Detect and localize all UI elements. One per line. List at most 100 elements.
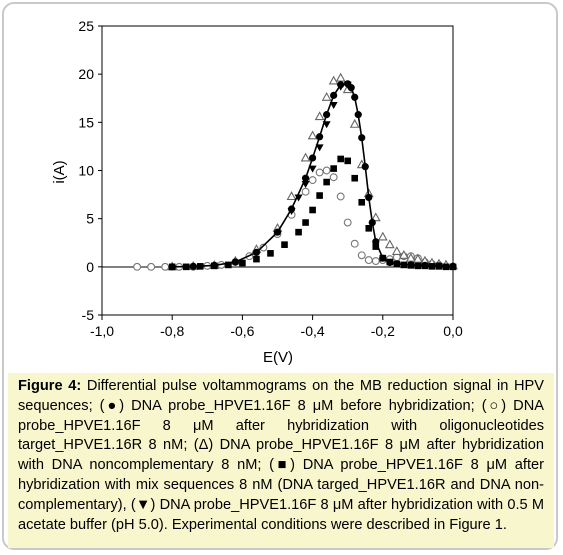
x-tick-label: -0,2 xyxy=(371,323,395,339)
data-point xyxy=(301,187,310,196)
x-axis-title: E(V) xyxy=(263,349,293,366)
data-point xyxy=(405,252,416,262)
y-tick-label: 15 xyxy=(78,114,94,130)
voltammogram-chart: -5 0 5 10 15 20 25 -1,0 -0,8 -0,6 -0,4 -0,2 0,0 i(A… xyxy=(51,18,463,366)
data-point xyxy=(349,118,360,128)
data-point xyxy=(287,207,296,215)
y-tick-label: 5 xyxy=(86,211,94,227)
data-point xyxy=(358,198,366,206)
x-tick-label: -0,8 xyxy=(160,323,184,339)
data-point xyxy=(407,261,415,269)
data-point xyxy=(412,253,423,263)
data-point xyxy=(330,165,337,172)
plot-area-border xyxy=(101,25,454,316)
data-point xyxy=(329,173,338,182)
data-point xyxy=(300,152,311,162)
data-point xyxy=(361,163,369,171)
x-tick-label: -0,4 xyxy=(301,323,325,339)
data-point xyxy=(391,246,402,255)
data-point xyxy=(449,262,457,270)
caption-label: Figure 4: xyxy=(18,378,82,394)
data-point xyxy=(189,262,197,270)
y-tick-label: 25 xyxy=(78,18,94,34)
data-point xyxy=(368,218,376,227)
y-axis-title: i(A) xyxy=(51,160,68,183)
data-point xyxy=(308,165,317,173)
x-tick-label: -1,0 xyxy=(90,323,114,339)
data-point xyxy=(365,193,373,202)
data-point xyxy=(328,75,339,85)
data-point xyxy=(344,157,351,165)
series-acetate-buffer xyxy=(287,81,352,215)
y-tick-label: 0 xyxy=(86,259,94,275)
data-point xyxy=(377,231,388,241)
x-ticks: -1,0 -0,8 -0,6 -0,4 -0,2 0,0 xyxy=(90,315,463,339)
series-layer xyxy=(133,72,458,271)
data-point xyxy=(253,255,260,263)
data-point xyxy=(421,261,429,269)
data-point xyxy=(329,101,338,109)
data-point xyxy=(161,262,170,271)
data-point xyxy=(315,144,324,152)
data-point xyxy=(321,91,332,101)
y-tick-label: -5 xyxy=(82,307,95,323)
data-point xyxy=(309,154,317,162)
data-point xyxy=(133,262,142,271)
data-point xyxy=(286,191,297,201)
data-point xyxy=(309,206,316,214)
data-point xyxy=(147,262,156,271)
data-point xyxy=(370,212,381,222)
data-point xyxy=(281,241,288,248)
data-point xyxy=(323,111,331,119)
data-point xyxy=(323,178,330,186)
data-point xyxy=(336,83,345,91)
series-probe-before-hybridization xyxy=(168,80,457,271)
data-point xyxy=(364,256,373,265)
data-point xyxy=(239,259,246,267)
data-point xyxy=(295,228,302,236)
data-point xyxy=(435,262,443,270)
data-point xyxy=(301,174,310,182)
data-point xyxy=(316,133,324,141)
data-point xyxy=(210,261,218,269)
data-point xyxy=(347,84,355,92)
data-point xyxy=(343,218,352,227)
data-point xyxy=(372,243,380,250)
data-point xyxy=(301,180,310,188)
data-point xyxy=(316,192,323,199)
data-point xyxy=(371,257,380,266)
series-mix-sequences xyxy=(168,155,457,271)
data-point xyxy=(372,238,380,246)
data-point xyxy=(398,249,409,259)
y-tick-label: 20 xyxy=(78,66,94,82)
x-tick-label: 0,0 xyxy=(443,323,463,339)
data-point xyxy=(302,219,309,226)
series-line xyxy=(172,82,454,268)
data-point xyxy=(350,239,359,248)
data-point xyxy=(322,121,331,129)
data-point xyxy=(384,239,395,249)
data-point xyxy=(294,194,303,202)
data-point xyxy=(335,72,346,82)
data-point xyxy=(314,111,325,121)
data-point xyxy=(231,258,239,266)
data-point xyxy=(337,155,344,163)
data-point xyxy=(365,225,373,232)
data-point xyxy=(386,258,394,267)
series-after-target-hybridization xyxy=(133,166,443,271)
data-point xyxy=(351,174,359,182)
data-point xyxy=(252,248,261,256)
data-point xyxy=(308,176,317,185)
data-point xyxy=(259,243,268,252)
data-point xyxy=(307,130,318,140)
data-point xyxy=(354,111,362,119)
data-point xyxy=(357,251,366,260)
data-point xyxy=(343,81,352,89)
data-point xyxy=(351,93,359,101)
data-point xyxy=(358,134,366,142)
data-point xyxy=(393,260,401,268)
data-point xyxy=(315,168,324,177)
data-point xyxy=(336,192,345,201)
data-point xyxy=(322,166,331,175)
caption-text: Differential pulse voltammograms on the … xyxy=(18,378,544,533)
